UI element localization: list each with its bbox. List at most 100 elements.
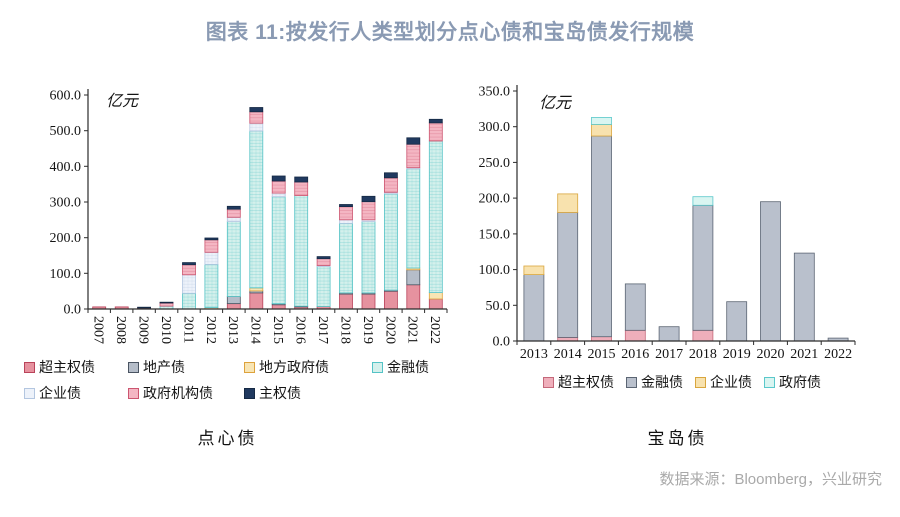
- bar-segment-超主权债: [226, 303, 241, 310]
- bar-segment-政府机构债: [226, 208, 241, 218]
- y-tick-label: 100.0: [50, 267, 82, 282]
- legend-item-企业债: 企业债: [24, 383, 128, 403]
- x-tick-label: 2015: [588, 347, 616, 360]
- y-tick-label: 100.0: [479, 263, 511, 278]
- legend-item-超主权债: 超主权债: [543, 372, 614, 392]
- legend-label: 超主权债: [39, 361, 95, 376]
- x-tick-label: 2022: [427, 316, 442, 344]
- legend-label: 企业债: [39, 387, 81, 402]
- bar-segment-企业债: [339, 219, 353, 224]
- bar-segment-超主权债: [591, 336, 612, 342]
- bar-segment-超主权债: [428, 298, 443, 310]
- bar-segment-地方政府债: [249, 287, 264, 292]
- bar-segment-地产债: [406, 269, 421, 286]
- formosa-caption: 宝岛债: [647, 429, 708, 448]
- bar-2017: [316, 256, 331, 310]
- legend-swatch: [244, 361, 255, 373]
- bar-segment-超主权债: [271, 304, 286, 310]
- legend-label: 金融债: [641, 376, 683, 391]
- bar-segment-地产债: [226, 296, 241, 304]
- bar-segment-政府机构债: [428, 122, 443, 142]
- x-tick-label: 2009: [135, 316, 150, 344]
- bar-segment-金融债: [316, 266, 331, 307]
- y-tick-label: 0.0: [493, 335, 511, 350]
- bar-2014: [557, 193, 579, 342]
- dim-sum-caption: 点心债: [197, 429, 258, 448]
- unit-label: 亿元: [539, 94, 573, 112]
- bar-segment-金融债: [726, 301, 748, 342]
- legend-label: 企业债: [710, 376, 752, 391]
- x-tick-label: 2017: [655, 347, 683, 360]
- bar-2021: [406, 137, 421, 310]
- legend-item-主权债: 主权债: [244, 383, 372, 403]
- bar-segment-金融债: [249, 130, 264, 289]
- bar-segment-主权债: [339, 204, 353, 207]
- x-tick-label: 2020: [382, 316, 397, 344]
- legend-swatch: [128, 387, 139, 399]
- bar-2010: [159, 301, 174, 310]
- formosa-chart: 0.0 50.0 100.0 150.0 200.0 250.0 300.0 350.0 201…: [479, 85, 856, 360]
- bar-segment-主权债: [137, 306, 151, 309]
- x-tick-label: 2015: [270, 316, 285, 344]
- data-source: 数据来源：Bloomberg，兴业研究: [659, 471, 882, 488]
- bar-segment-超主权债: [624, 329, 646, 342]
- legend-swatch: [764, 376, 775, 388]
- x-tick-label: 2019: [723, 347, 751, 360]
- legend-swatch: [24, 361, 35, 373]
- y-tick-label: 300.0: [479, 120, 511, 135]
- bar-segment-地方政府债: [428, 292, 443, 300]
- legend-label: 政府债: [779, 376, 821, 391]
- figure-title: 图表 11:按发行人类型划分点心债和宝岛债发行规模: [205, 21, 695, 44]
- bar-segment-企业债: [182, 274, 196, 294]
- dim-sum-legend: 超主权债 地产债 地方政府债 金融债 企业债 政府机构债 主权债: [24, 357, 454, 403]
- y-tick-label: 350.0: [479, 85, 511, 100]
- bar-segment-金融债: [271, 196, 286, 305]
- bar-segment-金融债: [658, 326, 680, 342]
- unit-label: 亿元: [106, 92, 140, 110]
- bar-segment-金融债: [226, 221, 241, 297]
- bar-segment-金融债: [523, 274, 545, 342]
- bar-segment-金融债: [204, 263, 219, 308]
- bar-2020: [760, 201, 781, 342]
- bar-2021: [793, 252, 815, 342]
- bar-2016: [294, 176, 309, 310]
- y-tick-label: 0.0: [64, 303, 82, 318]
- bar-2019: [361, 195, 376, 310]
- bar-segment-企业债: [523, 265, 545, 276]
- x-tick-label: 2018: [337, 316, 352, 344]
- x-tick-label: 2008: [113, 316, 128, 344]
- bar-segment-主权债: [428, 118, 443, 124]
- bar-2018: [692, 196, 714, 342]
- bar-2018: [339, 204, 353, 310]
- formosa-legend: 超主权债 金融债 企业债 政府债: [543, 372, 821, 392]
- bar-segment-企业债: [249, 122, 264, 132]
- legend-swatch: [244, 387, 255, 399]
- bar-segment-超主权债: [339, 293, 353, 310]
- legend-swatch: [372, 361, 383, 373]
- y-tick-label: 50.0: [486, 299, 511, 314]
- bar-2017: [658, 326, 680, 342]
- y-tick-label: 500.0: [50, 124, 82, 139]
- x-tick-label: 2020: [757, 347, 785, 360]
- y-tick-label: 600.0: [50, 89, 82, 104]
- bar-segment-政府机构债: [204, 239, 219, 253]
- y-tick-label: 200.0: [50, 231, 82, 246]
- bar-segment-金融债: [428, 140, 443, 294]
- bar-segment-政府债: [692, 196, 714, 206]
- bar-2012: [204, 237, 219, 310]
- legend-label: 超主权债: [558, 376, 614, 391]
- bar-segment-金融债: [383, 193, 398, 291]
- y-tick-label: 300.0: [50, 196, 82, 211]
- bar-2020: [383, 172, 398, 310]
- bar-segment-超主权债: [361, 293, 376, 310]
- bar-segment-主权债: [294, 176, 309, 183]
- bar-segment-主权债: [159, 301, 174, 304]
- x-tick-label: 2022: [824, 347, 852, 360]
- bar-segment-政府机构债: [182, 264, 196, 276]
- x-tick-label: 2021: [405, 316, 420, 344]
- bar-segment-金融债: [624, 283, 646, 331]
- bar-segment-主权债: [271, 175, 286, 182]
- bar-2011: [182, 262, 196, 310]
- legend-swatch: [626, 376, 637, 388]
- legend-label: 地方政府债: [259, 361, 329, 376]
